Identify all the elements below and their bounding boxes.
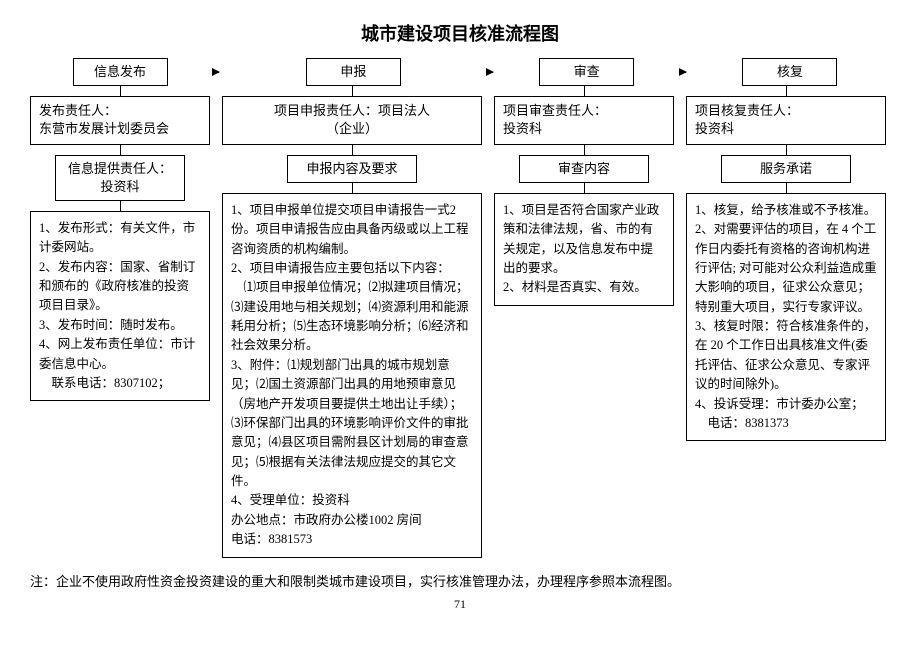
detail-box-2: 1、项目申报单位提交项目申请报告一式2 份。项目申请报告应由具备丙级或以上工程咨… (222, 193, 482, 558)
page-number: 71 (30, 597, 890, 612)
columns-wrap: 发布责任人： 东营市发展计划委员会 信息提供责任人： 投资科 1、发布形式：有关… (30, 86, 890, 557)
column-3: 项目审查责任人： 投资科 审查内容 1、项目是否符合国家产业政策和法律法规，省、… (494, 86, 674, 305)
detail-box-4: 1、核复，给予核准或不予核准。 2、对需要评估的项目，在 4 个工作日内委托有资… (686, 193, 886, 442)
footnote: 注：企业不使用政府性资金投资建设的重大和限制类城市建设项目，实行核准管理办法，办… (30, 572, 890, 592)
responsible-box-4: 项目核复责任人： 投资科 (686, 96, 886, 144)
stage-box-3: 审查 (539, 58, 634, 86)
arrow-icon (487, 72, 492, 73)
sub-box-4: 服务承诺 (721, 155, 851, 183)
sub-box-1: 信息提供责任人： 投资科 (55, 155, 185, 201)
stage-box-1: 信息发布 (73, 58, 168, 86)
stage-box-2: 申报 (306, 58, 401, 86)
stage-box-4: 核复 (742, 58, 837, 86)
responsible-box-3: 项目审查责任人： 投资科 (494, 96, 674, 144)
detail-box-1: 1、发布形式：有关文件，市计委网站。 2、发布内容：国家、省制订和颁布的《政府核… (30, 211, 210, 401)
arrow-icon (681, 72, 686, 73)
sub-box-2: 申报内容及要求 (287, 155, 417, 183)
detail-box-3: 1、项目是否符合国家产业政策和法律法规，省、市的有关规定，以及信息发布中提出的要… (494, 193, 674, 306)
column-2: 项目申报责任人：项目法人 （企业） 申报内容及要求 1、项目申报单位提交项目申请… (222, 86, 482, 557)
page-title: 城市建设项目核准流程图 (30, 20, 890, 46)
responsible-box-1: 发布责任人： 东营市发展计划委员会 (30, 96, 210, 144)
sub-box-3: 审查内容 (519, 155, 649, 183)
responsible-box-2: 项目申报责任人：项目法人 （企业） (222, 96, 482, 144)
column-1: 发布责任人： 东营市发展计划委员会 信息提供责任人： 投资科 1、发布形式：有关… (30, 86, 210, 401)
column-4: 项目核复责任人： 投资科 服务承诺 1、核复，给予核准或不予核准。 2、对需要评… (686, 86, 886, 441)
stage-row: 信息发布 申报 审查 核复 (30, 58, 890, 86)
arrow-icon (214, 72, 219, 73)
